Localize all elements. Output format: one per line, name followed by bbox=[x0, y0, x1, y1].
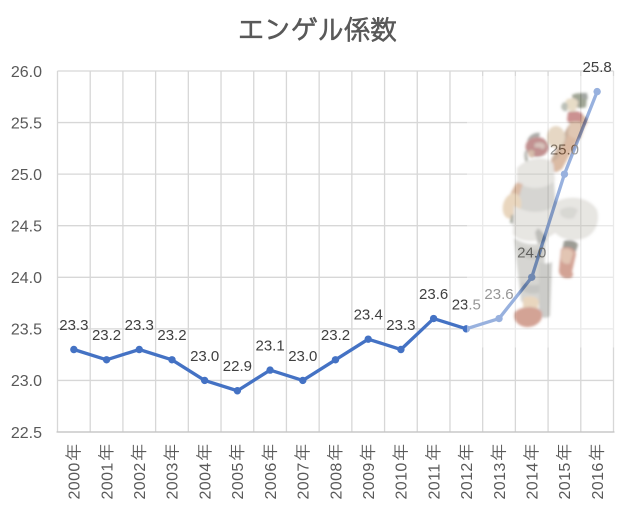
svg-text:23.2: 23.2 bbox=[157, 327, 186, 344]
svg-text:2002: 2002 bbox=[132, 462, 149, 499]
svg-text:2015: 2015 bbox=[557, 462, 574, 499]
svg-text:2016: 2016 bbox=[590, 462, 607, 499]
svg-text:23.3: 23.3 bbox=[59, 317, 88, 334]
svg-text:2006: 2006 bbox=[263, 462, 280, 499]
svg-text:23.2: 23.2 bbox=[92, 327, 121, 344]
svg-text:23.1: 23.1 bbox=[255, 338, 284, 355]
svg-text:26.0: 26.0 bbox=[11, 64, 42, 81]
svg-text:2012: 2012 bbox=[459, 462, 476, 499]
svg-text:23.0: 23.0 bbox=[190, 348, 219, 365]
svg-text:23.6: 23.6 bbox=[419, 286, 448, 303]
svg-text:2008: 2008 bbox=[328, 462, 345, 499]
svg-text:2000: 2000 bbox=[67, 462, 84, 499]
svg-text:2013: 2013 bbox=[492, 462, 509, 499]
svg-text:23.4: 23.4 bbox=[354, 307, 383, 324]
svg-text:23.3: 23.3 bbox=[125, 317, 154, 334]
svg-text:25.8: 25.8 bbox=[583, 59, 612, 76]
svg-text:24.0: 24.0 bbox=[11, 270, 42, 287]
svg-text:2004: 2004 bbox=[197, 462, 214, 499]
svg-text:2003: 2003 bbox=[165, 462, 182, 499]
svg-text:2005: 2005 bbox=[230, 462, 247, 499]
svg-text:23.3: 23.3 bbox=[386, 317, 415, 334]
svg-text:25.0: 25.0 bbox=[11, 167, 42, 184]
svg-text:2011: 2011 bbox=[426, 463, 443, 499]
svg-text:2014: 2014 bbox=[524, 462, 541, 499]
svg-text:23.6: 23.6 bbox=[484, 286, 513, 303]
svg-text:2007: 2007 bbox=[296, 462, 313, 499]
svg-text:2001: 2001 bbox=[99, 462, 116, 499]
svg-text:22.9: 22.9 bbox=[223, 358, 252, 375]
svg-text:23.2: 23.2 bbox=[321, 327, 350, 344]
svg-text:25.5: 25.5 bbox=[11, 115, 42, 132]
svg-text:2010: 2010 bbox=[394, 462, 411, 499]
svg-text:23.0: 23.0 bbox=[288, 348, 317, 365]
svg-text:23.5: 23.5 bbox=[452, 296, 481, 313]
svg-text:23.0: 23.0 bbox=[11, 373, 42, 390]
svg-text:23.5: 23.5 bbox=[11, 322, 42, 339]
svg-text:22.5: 22.5 bbox=[11, 425, 42, 442]
svg-text:24.5: 24.5 bbox=[11, 219, 42, 236]
svg-text:2009: 2009 bbox=[361, 462, 378, 499]
